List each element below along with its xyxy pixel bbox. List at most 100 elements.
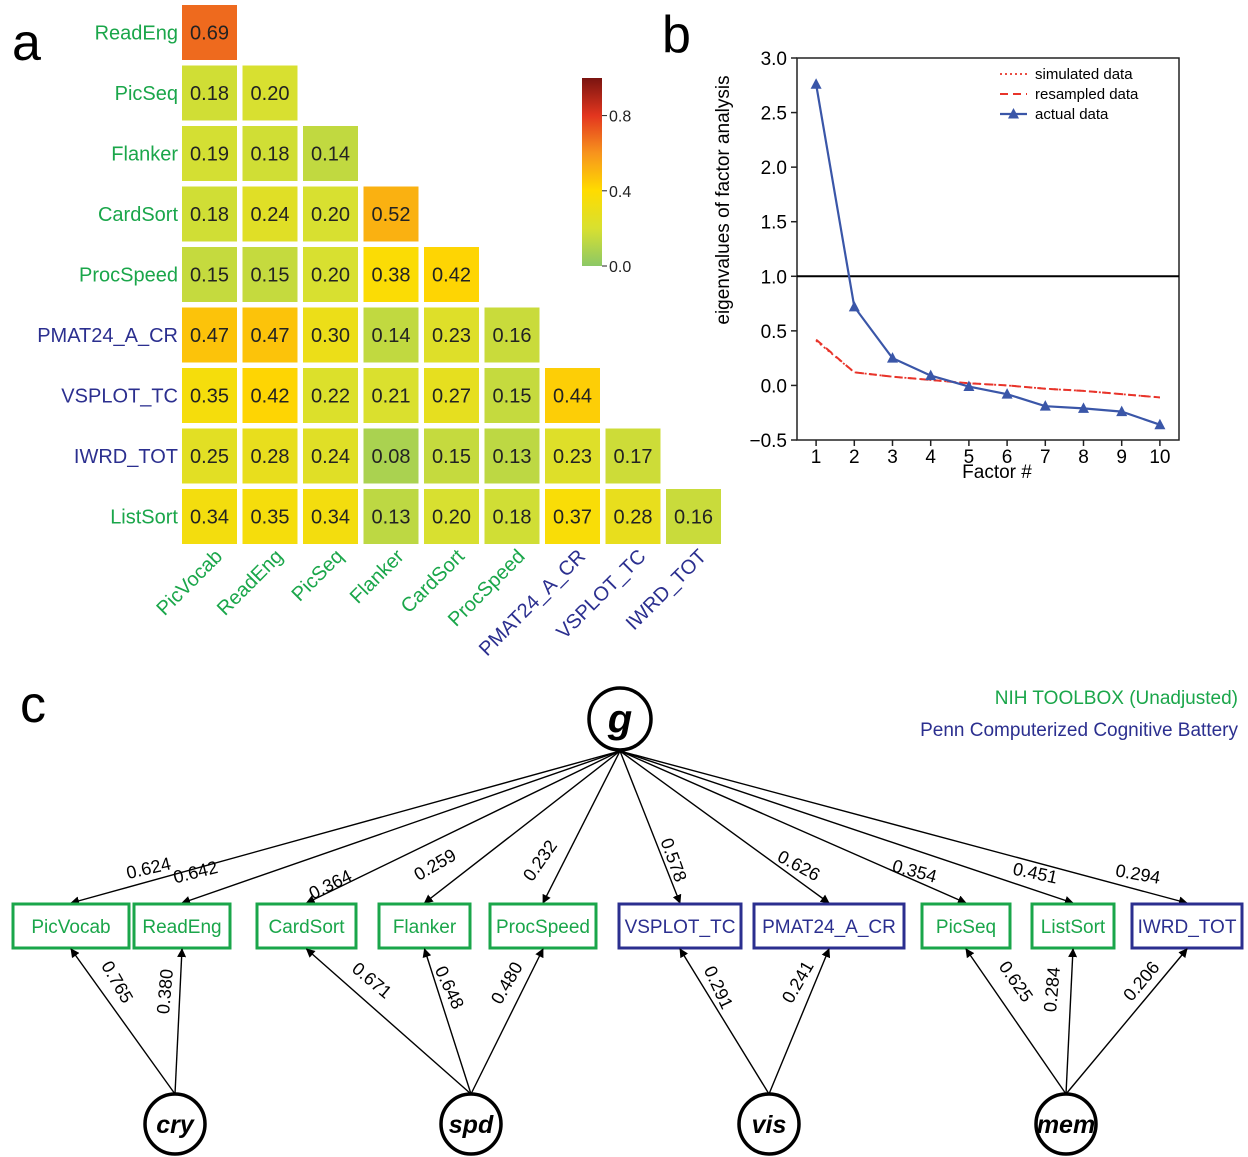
specific-loading-label: 0.291 [700, 963, 737, 1012]
data-point [810, 78, 822, 89]
heatmap-value: 0.35 [190, 386, 229, 408]
heatmap-value: 0.69 [190, 23, 229, 45]
g-factor-node [587, 686, 653, 752]
test-label: PicVocab [31, 917, 110, 938]
heatmap-cell [424, 489, 479, 544]
g-loading-label: 0.354 [890, 856, 939, 887]
heatmap-cell [424, 428, 479, 484]
g-loading-arrow [542, 750, 621, 904]
specific-loading-arrow [679, 948, 770, 1095]
heatmap-value: 0.13 [372, 507, 411, 529]
specific-loading-label: 0.480 [487, 958, 527, 1007]
heatmap-value: 0.52 [372, 204, 411, 226]
colorbar-tick-label: 0.4 [609, 184, 631, 201]
specific-loading-arrow [70, 948, 176, 1095]
specific-loading-label: 0.671 [348, 958, 395, 1002]
g-loading-arrow [423, 750, 621, 904]
specific-loading-arrow [1065, 948, 1078, 1095]
panel-label-a: a [12, 14, 41, 72]
heatmap-cell [545, 489, 600, 544]
col-label: ReadEng [213, 545, 288, 620]
heatmap-value: 0.16 [493, 325, 532, 347]
heatmap-cell [484, 489, 540, 544]
heatmap-value: 0.17 [614, 446, 653, 468]
data-point [925, 369, 937, 381]
heatmap-value: 0.08 [372, 446, 411, 468]
row-label: ProcSpeed [79, 265, 178, 287]
heatmap-value: 0.35 [251, 507, 290, 529]
heatmap-value: 0.18 [190, 83, 229, 105]
latent-node [439, 1092, 503, 1156]
row-label: PicSeq [115, 83, 178, 105]
correlation-heatmap: ReadEng 0.69 PicSeq 0.18 0.20 Flanker 0.19 0.18… [37, 5, 721, 661]
heatmap-cell [242, 247, 298, 302]
x-tick-label: 9 [1116, 447, 1127, 468]
data-point [1078, 402, 1089, 413]
heatmap-cell [303, 489, 358, 544]
series-line [815, 84, 1161, 426]
y-tick-label: 0.5 [761, 322, 787, 343]
heatmap-cell [242, 489, 298, 544]
test-label: ListSort [1041, 917, 1106, 938]
g-loading-arrow [619, 750, 682, 904]
test-box [11, 902, 131, 950]
heatmap-value: 0.20 [311, 204, 350, 226]
col-label: PMAT24_A_CR [475, 545, 590, 660]
row-label: CardSort [98, 204, 178, 226]
heatmap-cell [242, 428, 298, 484]
test-box [488, 902, 598, 950]
legend-label: resampled data [1035, 86, 1139, 103]
heatmap-value: 0.37 [553, 507, 592, 529]
g-loading-arrow [70, 750, 621, 906]
series-line [815, 338, 1160, 399]
data-point [1154, 418, 1166, 430]
specific-loading-label: 0.380 [153, 968, 177, 1015]
g-loading-label: 0.364 [306, 866, 355, 904]
heatmap-cell [242, 307, 298, 363]
heatmap-cell [363, 307, 419, 363]
legend-nih: NIH TOOLBOX (Unadjusted) [995, 688, 1238, 709]
heatmap-value: 0.34 [311, 507, 350, 529]
heatmap-cell [303, 126, 358, 181]
specific-loading-arrow [768, 948, 831, 1095]
y-tick-label: 0.0 [761, 376, 787, 397]
test-box [920, 902, 1012, 950]
heatmap-cell [182, 489, 237, 544]
specific-loading-arrow [305, 948, 472, 1095]
heatmap-value: 0.15 [432, 446, 471, 468]
g-loading-arrow [181, 750, 621, 905]
heatmap-value: 0.34 [190, 507, 229, 529]
x-tick-label: 6 [1002, 447, 1013, 468]
g-loading-label: 0.642 [171, 857, 220, 887]
row-label: IWRD_TOT [74, 446, 178, 468]
heatmap-cell [424, 368, 479, 423]
heatmap-value: 0.18 [251, 144, 290, 166]
specific-loading-label: 0.765 [97, 957, 137, 1006]
test-box [377, 902, 472, 950]
test-box [1030, 902, 1116, 950]
heatmap-value: 0.20 [432, 507, 471, 529]
heatmap-value: 0.14 [372, 325, 411, 347]
x-tick-label: 8 [1078, 447, 1089, 468]
data-point [1039, 400, 1051, 411]
legend-label: actual data [1035, 106, 1109, 123]
x-tick-label: 10 [1149, 447, 1170, 468]
heatmap-value: 0.21 [372, 386, 411, 408]
heatmap-value: 0.18 [190, 204, 229, 226]
heatmap-cell [363, 489, 419, 544]
heatmap-cell [182, 5, 237, 60]
heatmap-value: 0.42 [432, 265, 471, 287]
panel-label-b: b [662, 6, 691, 64]
heatmap-value: 0.27 [432, 386, 471, 408]
g-loading-arrow [619, 750, 830, 904]
specific-loading-arrow [965, 948, 1067, 1095]
data-point [1116, 405, 1128, 417]
heatmap-value: 0.23 [553, 446, 592, 468]
heatmap-cell [182, 65, 237, 121]
g-loading-label: 0.626 [774, 846, 823, 885]
heatmap-value: 0.42 [251, 386, 290, 408]
colorbar-tick-label: 0.8 [609, 109, 631, 126]
row-label: VSPLOT_TC [61, 386, 178, 408]
heatmap-cell [182, 428, 237, 484]
heatmap-value: 0.47 [251, 325, 290, 347]
